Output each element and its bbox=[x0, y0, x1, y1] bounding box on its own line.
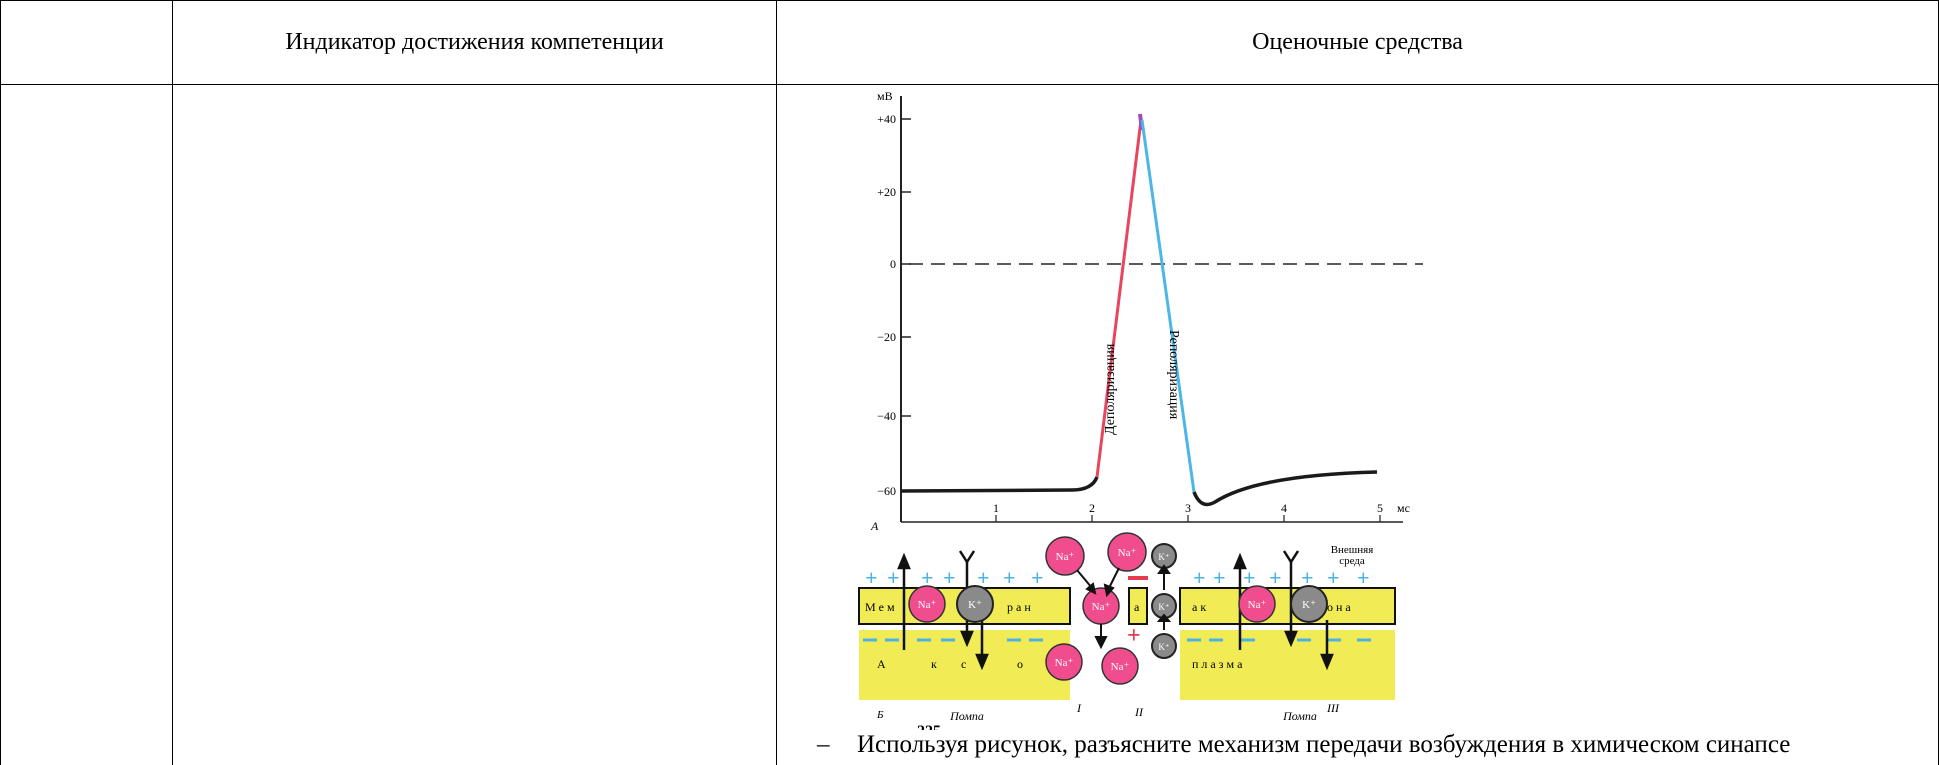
svg-text:Na⁺: Na⁺ bbox=[1118, 547, 1137, 559]
svg-text:K⁺: K⁺ bbox=[968, 599, 982, 611]
outer-medium-label: среда bbox=[1339, 555, 1365, 567]
column-divider-1 bbox=[172, 0, 173, 765]
x-tick-label: 4 bbox=[1281, 501, 1287, 515]
header-assessment-tools: Оценочные средства bbox=[1252, 28, 1463, 55]
y-unit-label: мВ bbox=[877, 90, 893, 103]
repolarization-line bbox=[1140, 119, 1196, 493]
ion-na: Na⁺ bbox=[908, 585, 946, 623]
axon-letter: о bbox=[1017, 657, 1023, 671]
axon-letter: с bbox=[961, 657, 966, 671]
membrane-letter: а bbox=[1134, 600, 1140, 614]
y-tick-label: 0 bbox=[890, 257, 896, 271]
ion-na: Na⁺ bbox=[1107, 532, 1147, 572]
svg-text:Na⁺: Na⁺ bbox=[1055, 657, 1074, 669]
stage-label: III bbox=[1326, 701, 1340, 715]
outer-medium-label: Внешняя bbox=[1331, 544, 1374, 556]
membrane-word-left: М е м bbox=[865, 600, 895, 614]
svg-text:+: + bbox=[921, 565, 934, 590]
ion-k: K⁺ bbox=[956, 585, 994, 623]
membrane-word-right-a: а к bbox=[1192, 600, 1206, 614]
svg-text:Na⁺: Na⁺ bbox=[1056, 551, 1075, 563]
x-tick-label: 3 bbox=[1185, 501, 1191, 515]
axon-letter: А bbox=[877, 657, 886, 671]
svg-text:Na⁺: Na⁺ bbox=[1248, 599, 1267, 611]
potential-graph: мВ +40 +20 0 −20 −40 −60 1 2 3 4 5 мс А bbox=[870, 89, 1423, 533]
ion-k: K⁺ bbox=[1290, 585, 1328, 623]
membrane-diagram: Внешняя среда + + + + + + + + + + + + + + + М е … bbox=[858, 532, 1396, 740]
svg-text:+: + bbox=[1243, 565, 1256, 590]
ion-na: Na⁺ bbox=[1045, 643, 1083, 681]
ion-na: Na⁺ bbox=[1045, 536, 1085, 576]
table-left-border bbox=[0, 0, 1, 765]
header-competence-indicator: Индикатор достижения компетенции bbox=[285, 28, 664, 55]
y-tick-label: +40 bbox=[877, 112, 896, 126]
depolarization-line bbox=[1095, 119, 1143, 478]
column-divider-2 bbox=[776, 0, 777, 765]
svg-text:Na⁺: Na⁺ bbox=[918, 599, 937, 611]
stage-label: II bbox=[1134, 705, 1144, 719]
axon-letter: к bbox=[931, 657, 937, 671]
svg-text:+: + bbox=[1301, 565, 1314, 590]
assessment-question: – Используя рисунок, разъясните механизм … bbox=[817, 731, 1790, 759]
y-tick-label: −60 bbox=[877, 484, 896, 498]
svg-text:+: + bbox=[1357, 565, 1370, 590]
panel-label-a: А bbox=[870, 519, 879, 533]
channel-arrows bbox=[1076, 564, 1172, 650]
svg-text:Na⁺: Na⁺ bbox=[1092, 601, 1111, 613]
svg-text:+: + bbox=[887, 565, 900, 590]
ion-na: Na⁺ bbox=[1082, 587, 1120, 625]
svg-text:+: + bbox=[1269, 565, 1282, 590]
x-tick-label: 2 bbox=[1089, 501, 1095, 515]
svg-text:+: + bbox=[1213, 565, 1226, 590]
svg-text:+: + bbox=[977, 565, 990, 590]
membrane-right bbox=[1179, 587, 1396, 625]
svg-text:Na⁺: Na⁺ bbox=[1111, 661, 1130, 673]
svg-text:+: + bbox=[1193, 565, 1206, 590]
membrane-word-mid: р а н bbox=[1007, 600, 1031, 614]
after-potential-curve bbox=[1192, 470, 1378, 507]
svg-text:K⁺: K⁺ bbox=[1302, 599, 1316, 611]
question-text: Используя рисунок, разъясните механизм п… bbox=[857, 731, 1791, 758]
pump-label-right: Помпа bbox=[1282, 709, 1317, 723]
axon-word-right: п л а з м а bbox=[1192, 657, 1243, 671]
pump-arrows-right bbox=[1233, 550, 1334, 671]
header-col-1 bbox=[1, 0, 172, 84]
svg-text:+: + bbox=[1031, 565, 1044, 590]
table-top-border bbox=[0, 0, 1939, 1]
table-header-divider bbox=[0, 84, 1939, 85]
x-tick-label: 1 bbox=[993, 501, 999, 515]
depolarization-label: Деполяризация bbox=[1103, 343, 1118, 435]
pump-label-left: Помпа bbox=[949, 709, 984, 723]
page-number-fragment: 225 bbox=[917, 723, 941, 730]
figure-svg: мВ +40 +20 0 −20 −40 −60 1 2 3 4 5 мс А bbox=[857, 89, 1432, 740]
svg-text:K⁺: K⁺ bbox=[1158, 602, 1169, 612]
axoplasm-left bbox=[859, 630, 1070, 700]
panel-label-b: Б bbox=[876, 709, 884, 721]
svg-text:+: + bbox=[865, 565, 878, 590]
resting-potential-curve bbox=[900, 476, 1099, 493]
stage-label: I bbox=[1076, 701, 1082, 715]
svg-text:+: + bbox=[1327, 565, 1340, 590]
svg-text:K⁺: K⁺ bbox=[1158, 642, 1169, 652]
list-dash: – bbox=[817, 731, 830, 758]
pump-arrows-left bbox=[897, 550, 989, 671]
y-tick-label: +20 bbox=[877, 185, 896, 199]
y-tick-label: −40 bbox=[877, 409, 896, 423]
y-tick-label: −20 bbox=[877, 330, 896, 344]
membrane-channel-wall bbox=[1128, 587, 1148, 625]
ion-na: Na⁺ bbox=[1101, 647, 1139, 685]
action-potential-figure: мВ +40 +20 0 −20 −40 −60 1 2 3 4 5 мс А bbox=[857, 89, 1432, 740]
ion-na: Na⁺ bbox=[1238, 585, 1276, 623]
svg-text:+: + bbox=[943, 565, 956, 590]
repolarization-label: Реполяризация bbox=[1166, 330, 1181, 420]
svg-text:K⁺: K⁺ bbox=[1158, 552, 1169, 562]
x-tick-label: 5 bbox=[1377, 501, 1383, 515]
axoplasm-right bbox=[1180, 630, 1395, 700]
svg-text:+: + bbox=[1003, 565, 1016, 590]
x-unit-label: мс bbox=[1397, 501, 1410, 515]
ion-k: K⁺ bbox=[1151, 633, 1177, 659]
outer-charge-plus: + + + + + + + + + + + + + + bbox=[865, 565, 1370, 590]
channel-plus: + bbox=[1127, 623, 1141, 649]
membrane-word-right-b: о н а bbox=[1327, 600, 1351, 614]
